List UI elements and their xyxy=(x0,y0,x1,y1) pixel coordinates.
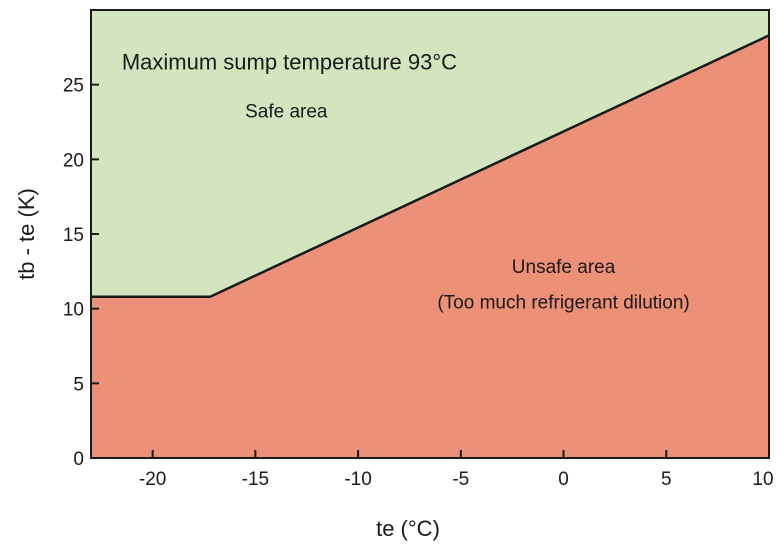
x-tick-label: -10 xyxy=(344,469,371,490)
boundary-line xyxy=(91,34,770,298)
x-tick-label: 0 xyxy=(558,469,569,490)
y-tick-label: 25 xyxy=(63,76,84,97)
x-tick-label: 5 xyxy=(661,469,672,490)
y-axis-title: tb - te (K) xyxy=(14,188,39,280)
y-tick-label: 5 xyxy=(73,374,84,395)
annotations: Maximum sump temperature 93°C Safe area Un… xyxy=(122,50,690,314)
x-tick-label: -5 xyxy=(452,469,469,490)
unsafe-area-region xyxy=(91,35,769,459)
annotation-label: Unsafe area xyxy=(512,257,616,278)
x-tick-label: -20 xyxy=(139,469,166,490)
y-tick-label: 10 xyxy=(63,300,84,321)
x-axis-title: te (°C) xyxy=(376,516,440,541)
x-tick-label: -15 xyxy=(242,469,269,490)
annotation-label: Safe area xyxy=(245,102,328,123)
y-tick-label: 20 xyxy=(63,150,84,171)
y-tick-label: 0 xyxy=(73,449,84,470)
x-tick-label: 10 xyxy=(752,469,773,490)
y-axis: 0 5 10 15 20 25 xyxy=(63,76,99,470)
x-axis: -20 -15 -10 -5 0 5 10 xyxy=(139,450,774,490)
annotation-label: Maximum sump temperature 93°C xyxy=(122,50,457,75)
y-tick-label: 15 xyxy=(63,225,84,246)
annotation-label: (Too much refrigerant dilution) xyxy=(437,293,689,314)
